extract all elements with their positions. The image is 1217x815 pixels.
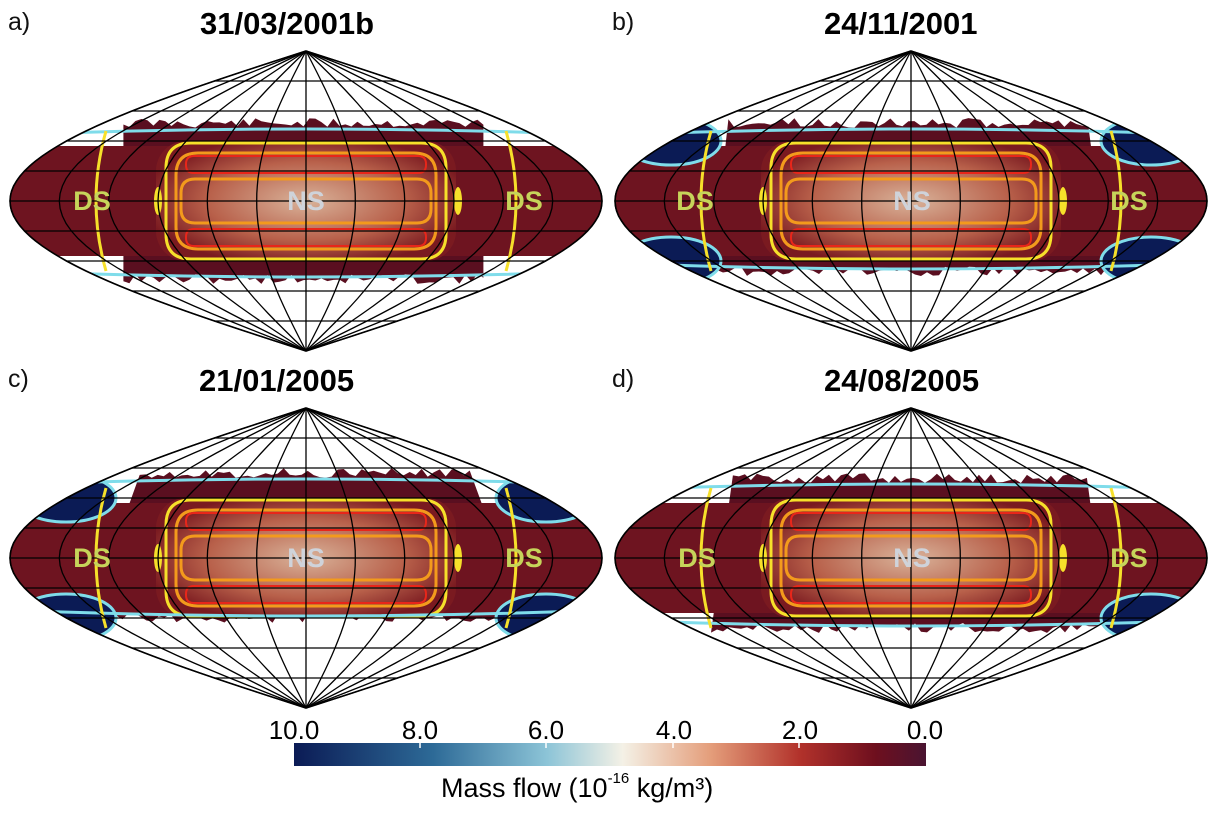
map-outline [614, 407, 1208, 709]
colorbar-tick-label: 4.0 [655, 715, 693, 745]
panel-label: b) [612, 8, 635, 36]
region-label-left: DS [73, 543, 111, 573]
colorbar-tick-label: 0.0 [906, 715, 944, 745]
map-outline [9, 50, 603, 352]
sinusoidal-map: DS NS DS [9, 407, 603, 709]
panel-label: c) [8, 365, 29, 393]
region-label-left: DS [73, 186, 111, 216]
panel-a: a) 31/03/2001b DS NS DS [0, 0, 603, 360]
region-label-right: DS [1110, 186, 1148, 216]
map-outline [614, 50, 1208, 352]
panel-title: 24/11/2001 [824, 6, 978, 41]
region-label-right: DS [505, 543, 543, 573]
map-outline [9, 407, 603, 709]
colorbar-title: Mass flow (10-16 kg/m³) [441, 770, 714, 804]
panel-c: c) 21/01/2005 DS NS DS [0, 357, 603, 717]
region-label-left: DS [676, 186, 714, 216]
colorbar-title-exponent: -16 [607, 770, 630, 787]
panel-title: 31/03/2001b [200, 6, 375, 41]
region-label-center: NS [893, 186, 931, 216]
panel-d: d) 24/08/2005 DS NS DS [605, 357, 1208, 717]
panel-b: b) 24/11/2001 DS NS DS [605, 0, 1208, 360]
region-label-right: DS [505, 186, 543, 216]
sinusoidal-map: DS NS DS [614, 407, 1208, 709]
panel-title: 21/01/2005 [199, 363, 355, 398]
colorbar-tick-label: 10.0 [268, 715, 320, 745]
region-label-center: NS [893, 543, 931, 573]
region-label-center: NS [287, 186, 325, 216]
map-layer [9, 50, 603, 352]
panel-label: a) [8, 8, 31, 36]
panel-title: 24/08/2005 [824, 363, 980, 398]
colorbar-title-prefix: Mass flow (10 [441, 773, 608, 803]
sinusoidal-map: DS NS DS [9, 50, 603, 352]
map-layer [614, 50, 1208, 352]
region-label-right: DS [1110, 543, 1148, 573]
map-layer [614, 407, 1208, 709]
graticule [614, 50, 1208, 352]
colorbar-tick-label: 2.0 [781, 715, 819, 745]
panel-label: d) [612, 365, 635, 393]
sinusoidal-map: DS NS DS [614, 50, 1208, 352]
map-layer [9, 407, 603, 709]
colorbar-title-suffix: kg/m³) [629, 773, 714, 803]
region-label-center: NS [287, 543, 325, 573]
region-label-left: DS [678, 543, 716, 573]
colorbar-tick-label: 8.0 [401, 715, 439, 745]
colorbar-tick-label: 6.0 [527, 715, 565, 745]
colorbar [294, 743, 926, 766]
